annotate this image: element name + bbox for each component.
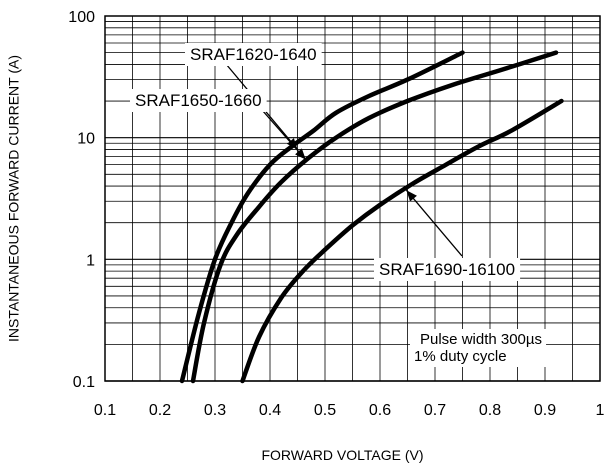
x-tick-label: 0.1 — [94, 402, 116, 419]
x-tick-label: 0.6 — [369, 402, 391, 419]
x-tick-label: 0.3 — [204, 402, 226, 419]
pulse-note: Pulse width 300µs 1% duty cycle — [410, 329, 547, 367]
pulse-note-line-2: 1% duty cycle — [414, 348, 507, 365]
x-tick-label: 0.7 — [424, 402, 446, 419]
tick-labels: 0.1 0.2 0.3 0.4 0.5 0.6 0.7 0.8 0.9 1 0.1 1 10 100 — [68, 9, 604, 419]
y-tick-label: 10 — [77, 131, 95, 148]
leader-line-3 — [405, 189, 463, 257]
y-axis-title: INSTANTANEOUS FORWARD CURRENT (A) — [6, 55, 22, 342]
series-line-3 — [240, 98, 564, 384]
pulse-note-background — [410, 329, 547, 367]
leader-line-2 — [261, 109, 307, 161]
grid — [104, 16, 601, 382]
plot-frame — [104, 15, 601, 382]
y-tick-label: 100 — [68, 9, 95, 26]
series-line-1 — [179, 50, 465, 384]
y-tick-label: 1 — [86, 252, 95, 269]
y-tick-label: 0.1 — [73, 374, 95, 391]
pulse-note-line-1: Pulse width 300µs — [420, 331, 542, 348]
series-label-2: SRAF1650-1660 — [135, 91, 262, 110]
x-tick-label: 0.2 — [149, 402, 171, 419]
series-label-background — [130, 89, 267, 112]
x-tick-label: 0.4 — [259, 402, 281, 419]
x-axis-title: FORWARD VOLTAGE (V) — [261, 447, 423, 463]
leader-arrowhead — [406, 190, 417, 202]
series-line-2 — [190, 50, 559, 384]
x-tick-label: 0.9 — [534, 402, 556, 419]
x-tick-label: 0.8 — [479, 402, 501, 419]
series-label-background — [185, 43, 322, 66]
series-label-3: SRAF1690-16100 — [379, 260, 515, 279]
x-tick-label: 0.5 — [314, 402, 336, 419]
curves — [179, 50, 564, 384]
series-label-background — [374, 258, 521, 281]
series-labels: SRAF1620-1640 SRAF1650-1660 SRAF1690-16100 — [130, 43, 521, 281]
leader-arrowhead — [295, 148, 306, 160]
x-tick-label: 1 — [596, 402, 605, 419]
series-label-1: SRAF1620-1640 — [190, 45, 317, 64]
